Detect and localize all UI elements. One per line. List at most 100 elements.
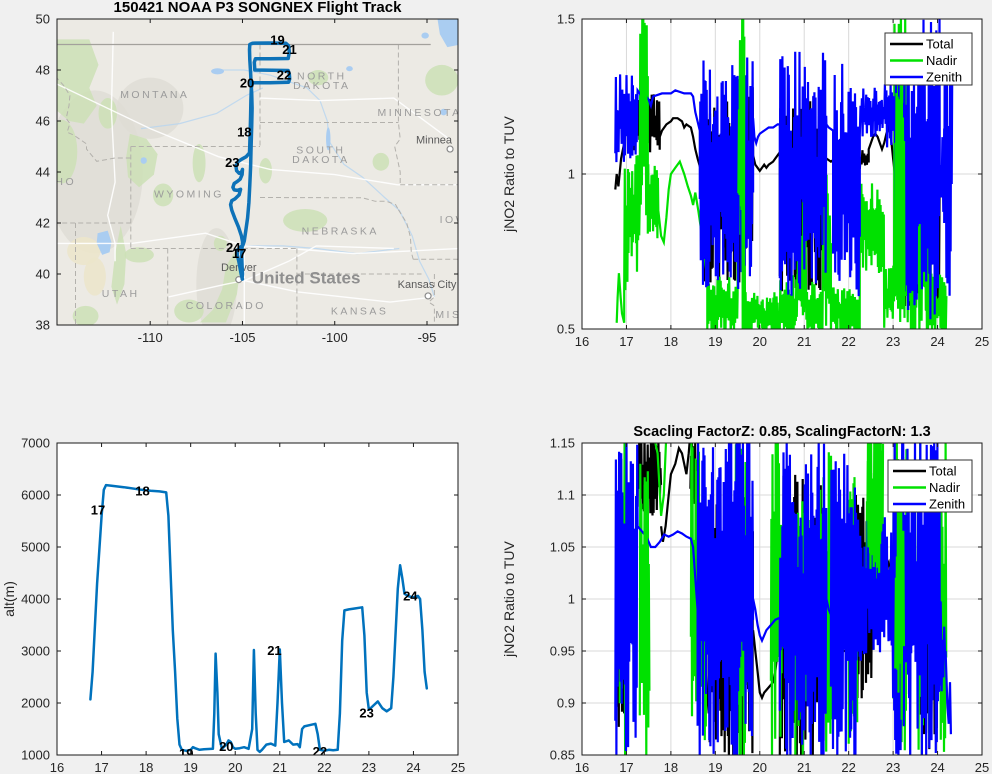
hour-label: 19 xyxy=(179,746,193,761)
y-tick-label: 46 xyxy=(36,114,50,129)
state-label: DAKOTA xyxy=(292,154,349,166)
y-axis-label: jNO2 Ratio to TUV xyxy=(501,116,517,233)
waypoint-label: 23 xyxy=(225,155,239,170)
y-tick-label: 1.05 xyxy=(550,540,575,555)
altitude-line-group: 17 18 19 20 21 22 23 24 xyxy=(89,483,429,761)
waypoint-label: 22 xyxy=(277,68,291,83)
hour-label: 24 xyxy=(403,588,418,603)
tick-labels: 16 17 18 19 20 21 22 23 24 25 0.5 1 1.5 xyxy=(557,12,989,350)
waypoint-label: 19 xyxy=(270,33,284,48)
y-tick-label: 3000 xyxy=(21,644,50,659)
country-label: United States xyxy=(252,269,361,288)
series-nadir xyxy=(866,443,883,573)
x-tick-label: -105 xyxy=(229,330,255,345)
series-nadir xyxy=(894,459,905,720)
y-tick-label: 4000 xyxy=(21,592,50,607)
y-tick-label: 5000 xyxy=(21,540,50,555)
waypoint-label: 20 xyxy=(240,75,254,90)
legend-label: Total xyxy=(929,464,957,479)
y-tick-label: 0.9 xyxy=(557,696,575,711)
chart-title: Scacling FactorZ: 0.85, ScalingFactorN: … xyxy=(633,424,930,440)
map-forest-patches xyxy=(57,39,458,325)
state-label: UTAH xyxy=(102,288,140,300)
x-tick-label: -110 xyxy=(138,330,163,345)
state-label: MINNESOTA xyxy=(378,107,462,119)
x-tick-label: 17 xyxy=(94,760,108,774)
y-tick-label: 1 xyxy=(568,592,575,607)
y-tick-label: 40 xyxy=(36,267,50,282)
x-tick-label: 19 xyxy=(708,760,722,774)
hour-label: 23 xyxy=(359,705,373,720)
hour-label: 21 xyxy=(267,643,281,658)
x-tick-label: 18 xyxy=(139,760,153,774)
chart-title: 150421 NOAA P3 SONGNEX Flight Track xyxy=(114,0,403,16)
x-tick-label: 17 xyxy=(619,760,633,774)
x-tick-label: 25 xyxy=(975,334,989,349)
city-label: Minnea xyxy=(416,134,453,146)
tick-marks xyxy=(581,18,983,330)
jno2-ratio-axes-top[interactable]: 16 17 18 19 20 21 22 23 24 25 0.5 1 1.5 jNO2 Ratio to… xyxy=(496,0,992,387)
legend-label: Zenith xyxy=(929,497,965,512)
y-axis-label: jNO2 Ratio to TUV xyxy=(501,541,517,658)
tick-labels: 16 17 18 19 20 21 22 23 24 25 0.85 0.9 0.95 1 1.05 1.1 1… xyxy=(550,436,990,774)
x-tick-label: 21 xyxy=(797,760,811,774)
hour-label: 20 xyxy=(219,739,233,754)
map-lakes xyxy=(96,19,458,255)
state-label: SOUTH xyxy=(296,145,345,157)
series-nadir xyxy=(893,56,906,323)
series-nadir xyxy=(654,443,668,516)
state-label: KANSAS xyxy=(331,305,389,317)
y-tick-label: 6000 xyxy=(21,488,50,503)
map-roads xyxy=(57,31,458,325)
state-label: COLORADO xyxy=(186,300,266,312)
x-tick-label: 16 xyxy=(575,334,589,349)
y-tick-label: 0.5 xyxy=(557,322,575,337)
legend-label: Total xyxy=(926,37,954,52)
y-tick-label: 42 xyxy=(36,216,50,231)
x-tick-label: -95 xyxy=(418,330,437,345)
x-tick-label: 24 xyxy=(930,334,944,349)
tick-labels: 16 17 18 19 20 21 22 23 24 25 1000 2000 3000 4000 5000… xyxy=(21,436,465,774)
y-tick-label: 1.1 xyxy=(557,488,575,503)
state-label: WYOMING xyxy=(154,189,224,201)
series-zenith xyxy=(614,19,954,320)
x-tick-label: 24 xyxy=(930,760,944,774)
x-tick-label: 25 xyxy=(451,760,465,774)
y-tick-label: 50 xyxy=(36,12,50,27)
flight-track xyxy=(228,41,292,281)
series-nadir xyxy=(938,443,948,752)
state-label: IOWA xyxy=(440,214,478,226)
waypoint-label: 17 xyxy=(232,246,246,261)
tick-marks xyxy=(57,18,458,326)
series-total xyxy=(660,443,691,542)
x-tick-label: 19 xyxy=(183,760,197,774)
state-label: DAKOTA xyxy=(293,80,350,92)
map-state-labels: MONTANANORTHDAKOTASOUTHDAKOTAMINNESOTAID… xyxy=(30,71,496,321)
y-tick-label: 0.95 xyxy=(550,644,575,659)
series-group xyxy=(614,19,954,329)
x-tick-label: 24 xyxy=(406,760,420,774)
legend-label: Nadir xyxy=(929,480,961,495)
x-tick-label: 22 xyxy=(841,760,855,774)
city-marker xyxy=(446,145,454,153)
x-tick-label: 20 xyxy=(753,760,767,774)
x-tick-label: 18 xyxy=(664,760,678,774)
x-tick-label: 25 xyxy=(975,760,989,774)
state-label: IDAHO xyxy=(30,176,76,188)
state-label: MONTANA xyxy=(120,89,189,101)
state-label: MISSOURI xyxy=(435,309,496,321)
series-nadir xyxy=(639,19,648,195)
flight-track-map-axes[interactable]: MONTANANORTHDAKOTASOUTHDAKOTAMINNESOTAID… xyxy=(0,0,496,387)
x-tick-label: 16 xyxy=(50,760,64,774)
state-label: NORTH xyxy=(297,71,347,83)
x-tick-label: 21 xyxy=(273,760,287,774)
hour-label: 17 xyxy=(91,503,105,518)
altitude-axes[interactable]: 17 18 19 20 21 22 23 24 16 17 18 19 20 21 22 23 24 25 1000… xyxy=(0,387,496,774)
x-tick-label: 16 xyxy=(575,760,589,774)
jno2-ratio-axes-scaled[interactable]: 16 17 18 19 20 21 22 23 24 25 0.85 0.9 0.95 1 1.05 1.1 1… xyxy=(496,387,992,774)
x-tick-label: 21 xyxy=(797,334,811,349)
